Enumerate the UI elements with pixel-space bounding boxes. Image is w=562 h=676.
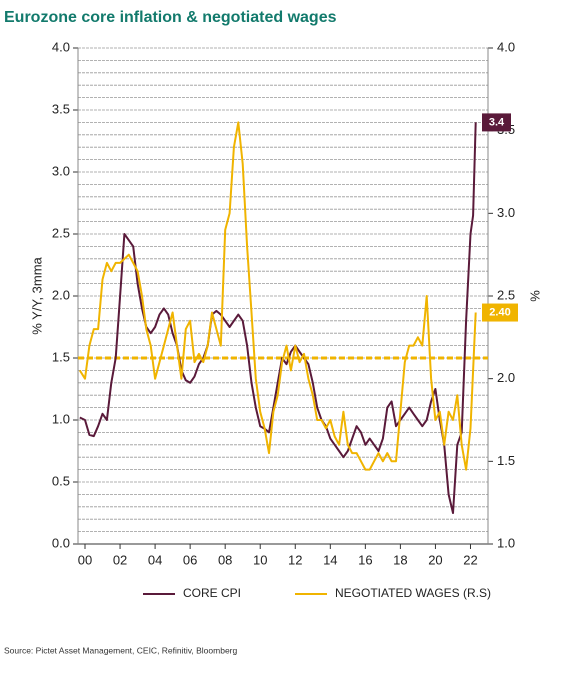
y-tick-label: 2.0: [52, 287, 70, 302]
x-tick-label: 10: [253, 552, 267, 567]
y-axis-label: % Y/Y, 3mma: [29, 256, 44, 334]
x-tick-label: 20: [428, 552, 442, 567]
legend-label: CORE CPI: [183, 586, 241, 600]
series-line: [79, 122, 477, 514]
x-tick-label: 16: [358, 552, 372, 567]
legend-label: NEGOTIATED WAGES (R.S): [335, 586, 491, 600]
y2-tick-label: 4.0: [497, 39, 515, 54]
y-tick-label: 1.0: [52, 411, 70, 426]
x-tick-label: 06: [183, 552, 197, 567]
y2-tick-label: 1.5: [497, 453, 515, 468]
chart-title: Eurozone core inflation & negotiated wag…: [4, 9, 337, 26]
y2-tick-label: 1.0: [497, 535, 515, 550]
end-label: 2.40: [489, 306, 510, 318]
x-tick-label: 12: [288, 552, 302, 567]
y2-tick-label: 3.0: [497, 205, 515, 220]
y2-tick-label: 2.0: [497, 370, 515, 385]
end-label-box: [482, 303, 518, 322]
x-tick-label: 08: [218, 552, 232, 567]
x-tick-label: 18: [393, 552, 407, 567]
y-tick-label: 4.0: [52, 39, 70, 54]
y-tick-label: 3.5: [52, 101, 70, 116]
y-tick-label: 0.5: [52, 473, 70, 488]
x-tick-label: 04: [148, 552, 162, 567]
source: Source: Pictet Asset Management, CEIC, R…: [4, 645, 237, 655]
y2-axis-label: %: [527, 290, 542, 302]
x-tick-label: 14: [323, 552, 337, 567]
end-label: 3.4: [489, 116, 505, 128]
y2-tick-label: 2.5: [497, 287, 515, 302]
y-tick-label: 1.5: [52, 349, 70, 364]
y-tick-label: 2.5: [52, 225, 70, 240]
x-tick-label: 02: [113, 552, 127, 567]
series-line: [78, 121, 477, 471]
y-tick-label: 0.0: [52, 535, 70, 550]
end-label-box: [482, 113, 511, 132]
x-tick-label: 22: [463, 552, 477, 567]
y-tick-label: 3.0: [52, 163, 70, 178]
x-tick-label: 00: [78, 552, 92, 567]
